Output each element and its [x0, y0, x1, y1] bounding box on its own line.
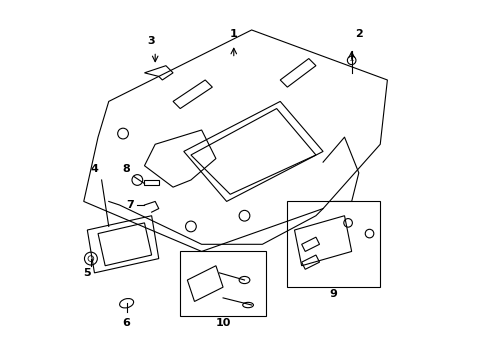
- Bar: [287, 202, 380, 287]
- Bar: [180, 251, 265, 316]
- Text: 4: 4: [90, 164, 98, 174]
- Text: 5: 5: [83, 268, 91, 278]
- Text: 7: 7: [126, 200, 134, 210]
- Text: 6: 6: [122, 318, 130, 328]
- Text: 1: 1: [229, 28, 237, 39]
- Text: 3: 3: [147, 36, 155, 46]
- Text: 8: 8: [122, 164, 130, 174]
- Bar: [144, 180, 159, 185]
- Text: 2: 2: [354, 28, 362, 39]
- Text: 10: 10: [215, 318, 230, 328]
- Text: 9: 9: [329, 289, 337, 299]
